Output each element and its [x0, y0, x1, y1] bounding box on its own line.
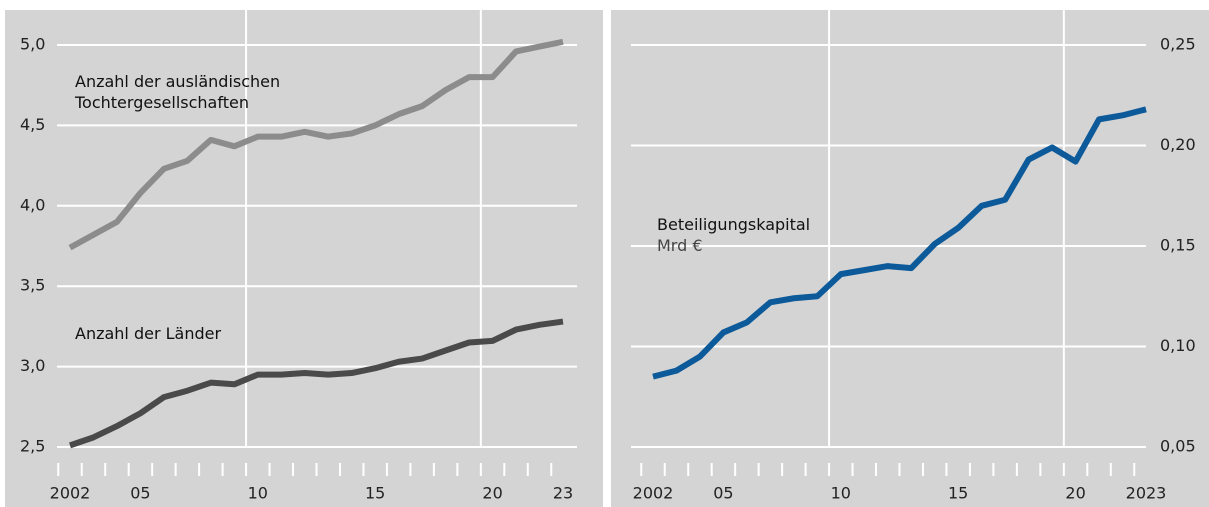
x-tick-label: 05: [713, 484, 733, 503]
unit-label: Mrd €: [657, 236, 703, 255]
y-tick-label: 0,05: [1160, 437, 1196, 456]
panel: [611, 10, 1209, 507]
y-tick-label: 3,5: [20, 276, 45, 295]
y-tick-label: 4,5: [20, 115, 45, 134]
x-tick-label: 2002: [633, 484, 674, 503]
line: [69, 318, 564, 449]
y-tick-label: 4,0: [20, 195, 45, 214]
series-label: Anzahl der ausländischen Tochtergesellsc…: [75, 72, 281, 112]
x-tick-label: 15: [948, 484, 968, 503]
y-tick-label: 0,25: [1160, 35, 1196, 54]
x-tick-label: 2002: [50, 484, 91, 503]
x-tick-label: 10: [831, 484, 851, 503]
x-tick-label: 20: [482, 484, 502, 503]
x-tick-label: 10: [248, 484, 268, 503]
series-label: Beteiligungskapital: [657, 215, 811, 234]
x-tick-label: 15: [365, 484, 385, 503]
y-tick-label: 5,0: [20, 35, 45, 54]
y-tick-label: 2,5: [20, 437, 45, 456]
line: [68, 38, 564, 251]
panel: [5, 10, 603, 507]
line: [652, 106, 1147, 380]
y-tick-label: 3,0: [20, 356, 45, 375]
x-tick-label: 20: [1065, 484, 1085, 503]
x-tick-label: 23: [553, 484, 573, 503]
y-tick-label: 0,20: [1160, 135, 1196, 154]
y-tick-label: 0,10: [1160, 336, 1196, 355]
x-tick-label: 2023: [1126, 484, 1167, 503]
y-tick-label: 0,15: [1160, 236, 1196, 255]
series-label: Anzahl der Länder: [75, 324, 222, 343]
x-tick-label: 05: [130, 484, 150, 503]
